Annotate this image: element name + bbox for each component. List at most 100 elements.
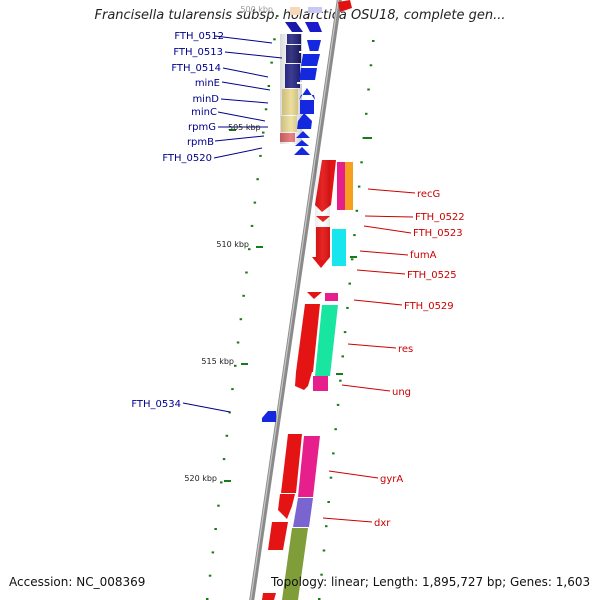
gene-label-minc[interactable]: minC <box>191 107 217 118</box>
feature-top-peach <box>290 7 300 15</box>
red-strip-shade <box>315 160 330 260</box>
gene-ung-arrow <box>295 372 312 390</box>
gene-label-fuma[interactable]: fumA <box>410 250 437 261</box>
scale-dot <box>270 61 273 64</box>
scale-dot <box>208 574 212 577</box>
gene-label-rpmg[interactable]: rpmG <box>188 122 216 133</box>
scale-dot <box>318 598 321 600</box>
scale-dot <box>239 318 243 321</box>
gene-mine-arrow <box>299 88 315 100</box>
gene-rpmb-arrow <box>295 140 309 146</box>
scale-dot <box>343 331 347 334</box>
scale-dot <box>242 294 245 297</box>
gene-label-dxr[interactable]: dxr <box>374 518 391 529</box>
right-leader-lines <box>322 188 416 523</box>
scale-label-500-kbp: 500 kbp <box>240 5 273 14</box>
accession-label: Accession: NC_008369 <box>9 575 146 589</box>
genome-backbone-highlight <box>250 0 339 600</box>
gene-rpmg-arrow <box>296 131 310 138</box>
gene-recg-orange <box>345 162 353 210</box>
gene-label-gyra[interactable]: gyrA <box>380 474 403 485</box>
gene-mind-arrow <box>300 100 314 114</box>
gene-lower-red-2 <box>262 593 276 600</box>
scale-dot <box>339 379 342 382</box>
scale-dot <box>360 161 363 164</box>
scale-dot <box>264 108 268 111</box>
scale-dot <box>362 137 366 139</box>
gene-label-fth0529[interactable]: FTH_0529 <box>404 301 454 312</box>
scale-dot <box>348 282 351 285</box>
kbp-scale-dots <box>206 15 375 600</box>
scale-major-tick <box>365 137 372 139</box>
gene-fth0514-arrow <box>299 68 317 80</box>
scale-dot <box>346 306 349 309</box>
gene-fth0513-arrow-2 <box>301 54 320 66</box>
scale-dot <box>369 64 373 67</box>
gene-label-res[interactable]: res <box>398 344 413 355</box>
plus-strand-genes[interactable] <box>262 160 353 600</box>
scale-dot <box>372 40 375 42</box>
gene-gyra-magenta <box>298 436 320 497</box>
gene-gyra-arrow <box>278 494 295 519</box>
gene-label-fth0520[interactable]: FTH_0520 <box>162 153 212 164</box>
scale-dot <box>206 598 209 600</box>
gene-label-fth0514[interactable]: FTH_0514 <box>171 63 221 74</box>
scale-major-tick <box>350 256 357 258</box>
white-separator-1 <box>299 51 321 53</box>
gene-label-fth0513[interactable]: FTH_0513 <box>173 47 223 58</box>
gene-fth0529-magenta <box>325 293 338 301</box>
scale-dot <box>357 185 361 188</box>
gene-label-mine[interactable]: minE <box>195 78 220 89</box>
gene-label-fth0525[interactable]: FTH_0525 <box>407 270 457 281</box>
genome-summary-label: Topology: linear; Length: 1,895,727 bp; … <box>271 575 591 589</box>
gene-label-recg[interactable]: recG <box>417 189 440 200</box>
scale-dot <box>253 201 257 204</box>
scale-dot <box>350 258 354 261</box>
gene-label-rpmb[interactable]: rpmB <box>187 137 214 148</box>
gene-res-green <box>315 305 338 376</box>
gene-gyra-bar <box>281 434 302 493</box>
left-leader-lines <box>182 35 283 413</box>
scale-label-515-kbp: 515 kbp <box>201 357 234 366</box>
gene-lower-red <box>268 522 288 550</box>
scale-dot <box>236 341 240 344</box>
gene-label-fth0512[interactable]: FTH_0512 <box>174 31 224 42</box>
scale-dot <box>276 15 279 17</box>
gene-dxr-purple <box>293 498 313 527</box>
scale-dot <box>273 38 276 41</box>
gene-fth0513-arrow <box>307 40 321 52</box>
scale-dot <box>320 573 323 576</box>
scale-dot <box>355 209 359 212</box>
scale-dot <box>234 364 237 367</box>
gene-fth0525-arrow <box>307 292 322 299</box>
gene-label-mind[interactable]: minD <box>192 94 219 105</box>
scale-dot <box>341 355 344 358</box>
scale-dot <box>217 504 220 507</box>
gene-fth0534-arrow <box>262 411 276 422</box>
scale-dot <box>262 131 265 134</box>
scale-major-tick <box>229 129 236 131</box>
gene-label-fth0523[interactable]: FTH_0523 <box>413 228 463 239</box>
scale-label-520-kbp: 520 kbp <box>184 474 217 483</box>
scale-dot <box>367 88 370 91</box>
gene-label-fth0534[interactable]: FTH_0534 <box>131 399 181 410</box>
gene-label-fth0522[interactable]: FTH_0522 <box>415 212 465 223</box>
scale-dot <box>225 434 229 437</box>
feature-top-red <box>338 0 352 12</box>
scale-dot <box>353 234 356 237</box>
gene-label-ung[interactable]: ung <box>392 387 411 398</box>
scale-major-tick <box>224 480 231 482</box>
gene-dxr-olive <box>282 528 308 600</box>
scale-dot <box>267 85 271 87</box>
scale-major-tick <box>241 363 248 365</box>
scale-dot <box>334 428 337 431</box>
scale-dot <box>222 458 226 461</box>
gene-recg-magenta <box>337 162 345 210</box>
scale-dot <box>332 452 335 455</box>
minus-strand-genes-top[interactable] <box>280 22 322 155</box>
scale-label-505-kbp: 505 kbp <box>228 123 261 132</box>
scale-dot <box>245 271 248 274</box>
scale-major-tick <box>336 373 343 375</box>
map-title: Francisella tularensis subsp. holarctica… <box>94 8 506 23</box>
